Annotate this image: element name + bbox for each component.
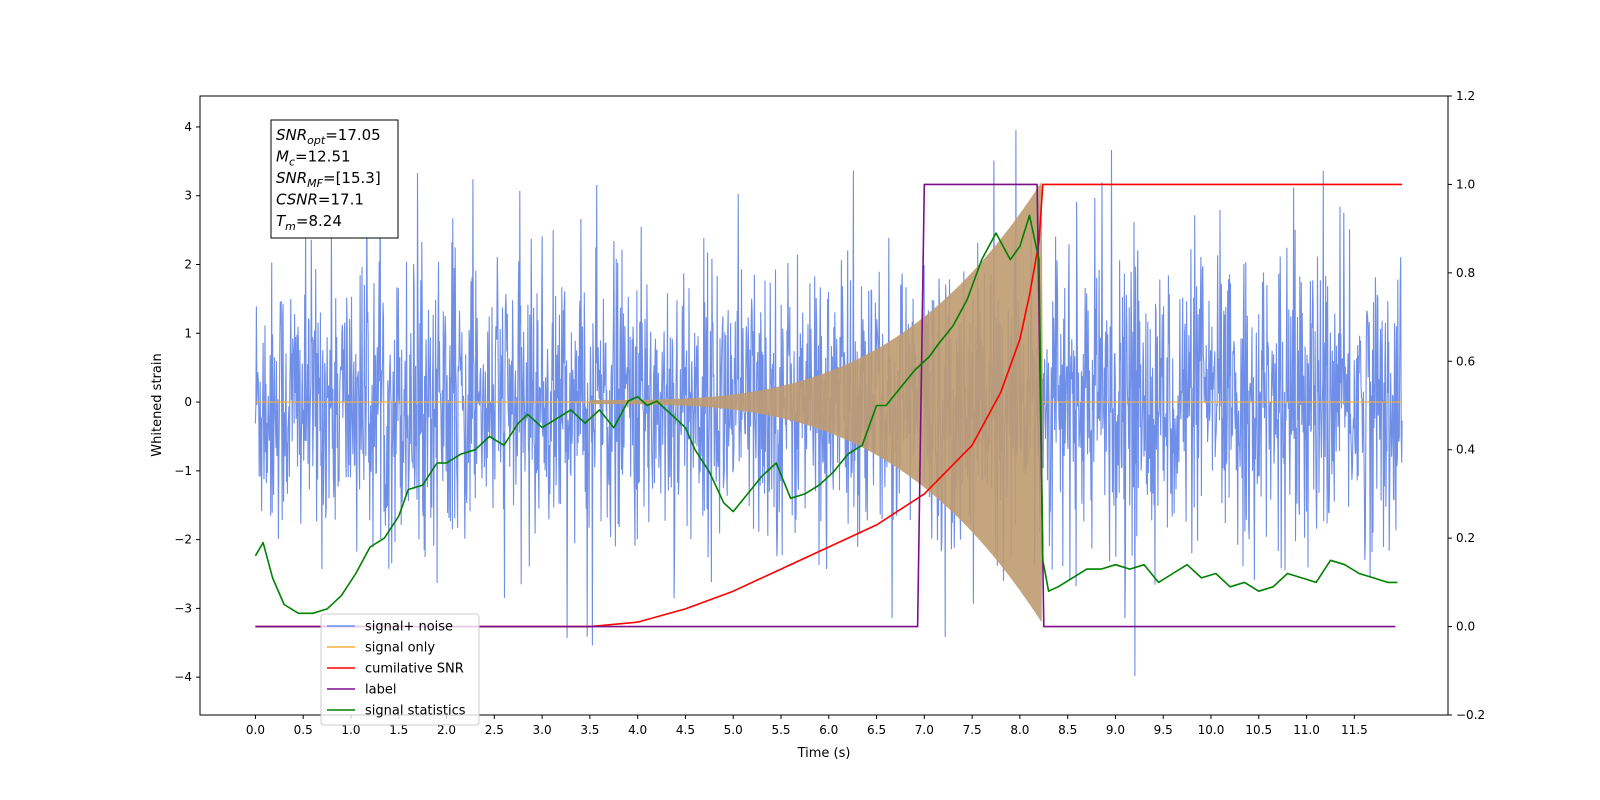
- legend-label: label: [365, 683, 396, 698]
- annotation-line: SNRMF=[15.3]: [276, 169, 381, 190]
- x-tick-label: 10.0: [1198, 723, 1225, 737]
- legend-label: signal+ noise: [365, 620, 453, 635]
- x-tick-label: 5.5: [771, 723, 790, 737]
- legend: signal+ noise signal only cumilative SNR la…: [320, 613, 480, 726]
- y2-tick-label: 0.2: [1456, 531, 1475, 545]
- y-tick-label: 0: [184, 395, 192, 409]
- y-tick-label: 4: [184, 120, 192, 134]
- y2-tick-label: 0.6: [1456, 354, 1475, 368]
- x-tick-label: 7.0: [915, 723, 934, 737]
- legend-label: signal only: [365, 641, 435, 656]
- x-tick-label: 11.0: [1293, 723, 1320, 737]
- x-tick-label: 1.5: [389, 723, 408, 737]
- x-tick-label: 0.0: [246, 723, 265, 737]
- y-tick-label: −3: [174, 601, 192, 615]
- x-tick-label: 6.0: [819, 723, 838, 737]
- y-tick-label: −2: [174, 533, 192, 547]
- x-tick-label: 0.5: [294, 723, 313, 737]
- x-tick-label: 1.0: [341, 723, 360, 737]
- snr-annotation-box: SNRopt=17.05Mc=12.51SNRMF=[15.3]CSNR=17.…: [270, 119, 399, 239]
- x-tick-label: 2.5: [485, 723, 504, 737]
- series-signal-statistics: [254, 214, 1398, 615]
- x-tick-label: 7.5: [963, 723, 982, 737]
- x-tick-label: 6.5: [867, 723, 886, 737]
- y2-tick-label: 1.2: [1456, 89, 1475, 103]
- x-tick-label: 8.5: [1058, 723, 1077, 737]
- legend-label: signal statistics: [365, 704, 466, 719]
- x-axis-label: Time (s): [797, 746, 851, 761]
- annotation-line: Tm=8.24: [276, 212, 342, 233]
- x-tick-label: 9.0: [1106, 723, 1125, 737]
- chirp-envelope: [589, 181, 1043, 623]
- y-tick-label: −4: [174, 670, 192, 684]
- x-tick-label: 9.5: [1154, 723, 1173, 737]
- y2-tick-label: −0.2: [1456, 708, 1485, 722]
- x-tick-label: 11.5: [1341, 723, 1368, 737]
- x-tick-label: 8.0: [1010, 723, 1029, 737]
- plot-area: [254, 129, 1403, 677]
- annotation-line: CSNR=17.1: [276, 191, 364, 209]
- x-tick-label: 4.5: [676, 723, 695, 737]
- legend-label: cumilative SNR: [365, 662, 464, 677]
- axis-ticks: 0.0 0.5 1.0 1.5 2.0 2.5 3.0 3.5 4.0 4.5 5.0 5.5 6.0 6…: [174, 89, 1485, 737]
- y2-tick-label: 1.0: [1456, 177, 1475, 191]
- y-tick-label: 2: [184, 258, 192, 272]
- y-tick-label: 1: [184, 326, 192, 340]
- series-cumulative-snr: [255, 183, 1403, 628]
- annotation-frame: [270, 119, 399, 239]
- y-tick-label: 3: [184, 189, 192, 203]
- y-axis-label: Whitened strain: [150, 353, 165, 456]
- series-signal-noise: [254, 129, 1403, 677]
- x-tick-label: 3.0: [533, 723, 552, 737]
- y-tick-label: −1: [174, 464, 192, 478]
- y2-tick-label: 0.4: [1456, 443, 1475, 457]
- annotation-line: SNRopt=17.05: [276, 126, 381, 147]
- x-tick-label: 5.0: [724, 723, 743, 737]
- x-tick-label: 2.0: [437, 723, 456, 737]
- annotation-line: Mc=12.51: [276, 148, 351, 169]
- y2-tick-label: 0.8: [1456, 266, 1475, 280]
- y2-tick-label: 0.0: [1456, 620, 1475, 634]
- axes-frame: [199, 95, 1449, 716]
- x-tick-label: 4.0: [628, 723, 647, 737]
- x-tick-label: 10.5: [1245, 723, 1272, 737]
- x-tick-label: 3.5: [580, 723, 599, 737]
- legend-frame: [320, 613, 480, 726]
- series-label: [255, 183, 1396, 628]
